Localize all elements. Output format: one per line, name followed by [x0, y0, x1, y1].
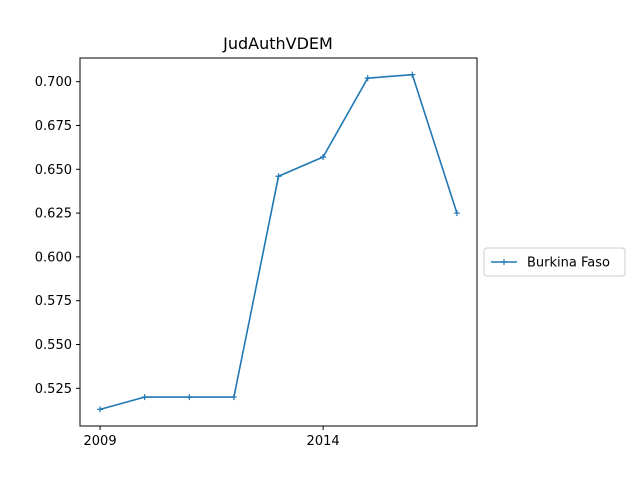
- data-point-marker: [186, 394, 193, 401]
- axes-frame: [79, 57, 478, 427]
- y-tick-label: 0.675: [35, 119, 72, 134]
- data-point-marker: [230, 394, 237, 401]
- chart-title: JudAuthVDEM: [222, 34, 333, 53]
- data-point-marker: [97, 406, 104, 413]
- x-tick-label: 2009: [84, 434, 117, 449]
- data-point-marker: [409, 71, 416, 78]
- axes: 2009 2014 0.525 0.550 0.575 0.600 0.625 0.650 0.…: [35, 57, 478, 449]
- x-tick-label: 2014: [307, 434, 340, 449]
- legend: Burkina Faso: [483, 247, 626, 277]
- series-line: [99, 73, 458, 411]
- data-point-marker: [141, 394, 148, 401]
- data-point-marker: [275, 173, 282, 180]
- legend-marker: [501, 259, 507, 265]
- data-point-marker: [320, 154, 327, 161]
- data-point-marker: [364, 75, 371, 82]
- plot-area: [97, 71, 460, 413]
- y-tick-label: 0.550: [35, 338, 72, 353]
- legend-label: Burkina Faso: [527, 256, 610, 271]
- data-point-marker: [453, 210, 460, 217]
- y-tick-label: 0.525: [35, 382, 72, 397]
- y-tick-label: 0.700: [35, 75, 72, 90]
- y-tick-label: 0.575: [35, 294, 72, 309]
- y-tick-label: 0.625: [35, 207, 72, 222]
- legend-box: [483, 247, 626, 277]
- y-tick-label: 0.650: [35, 163, 72, 178]
- y-tick-label: 0.600: [35, 250, 72, 265]
